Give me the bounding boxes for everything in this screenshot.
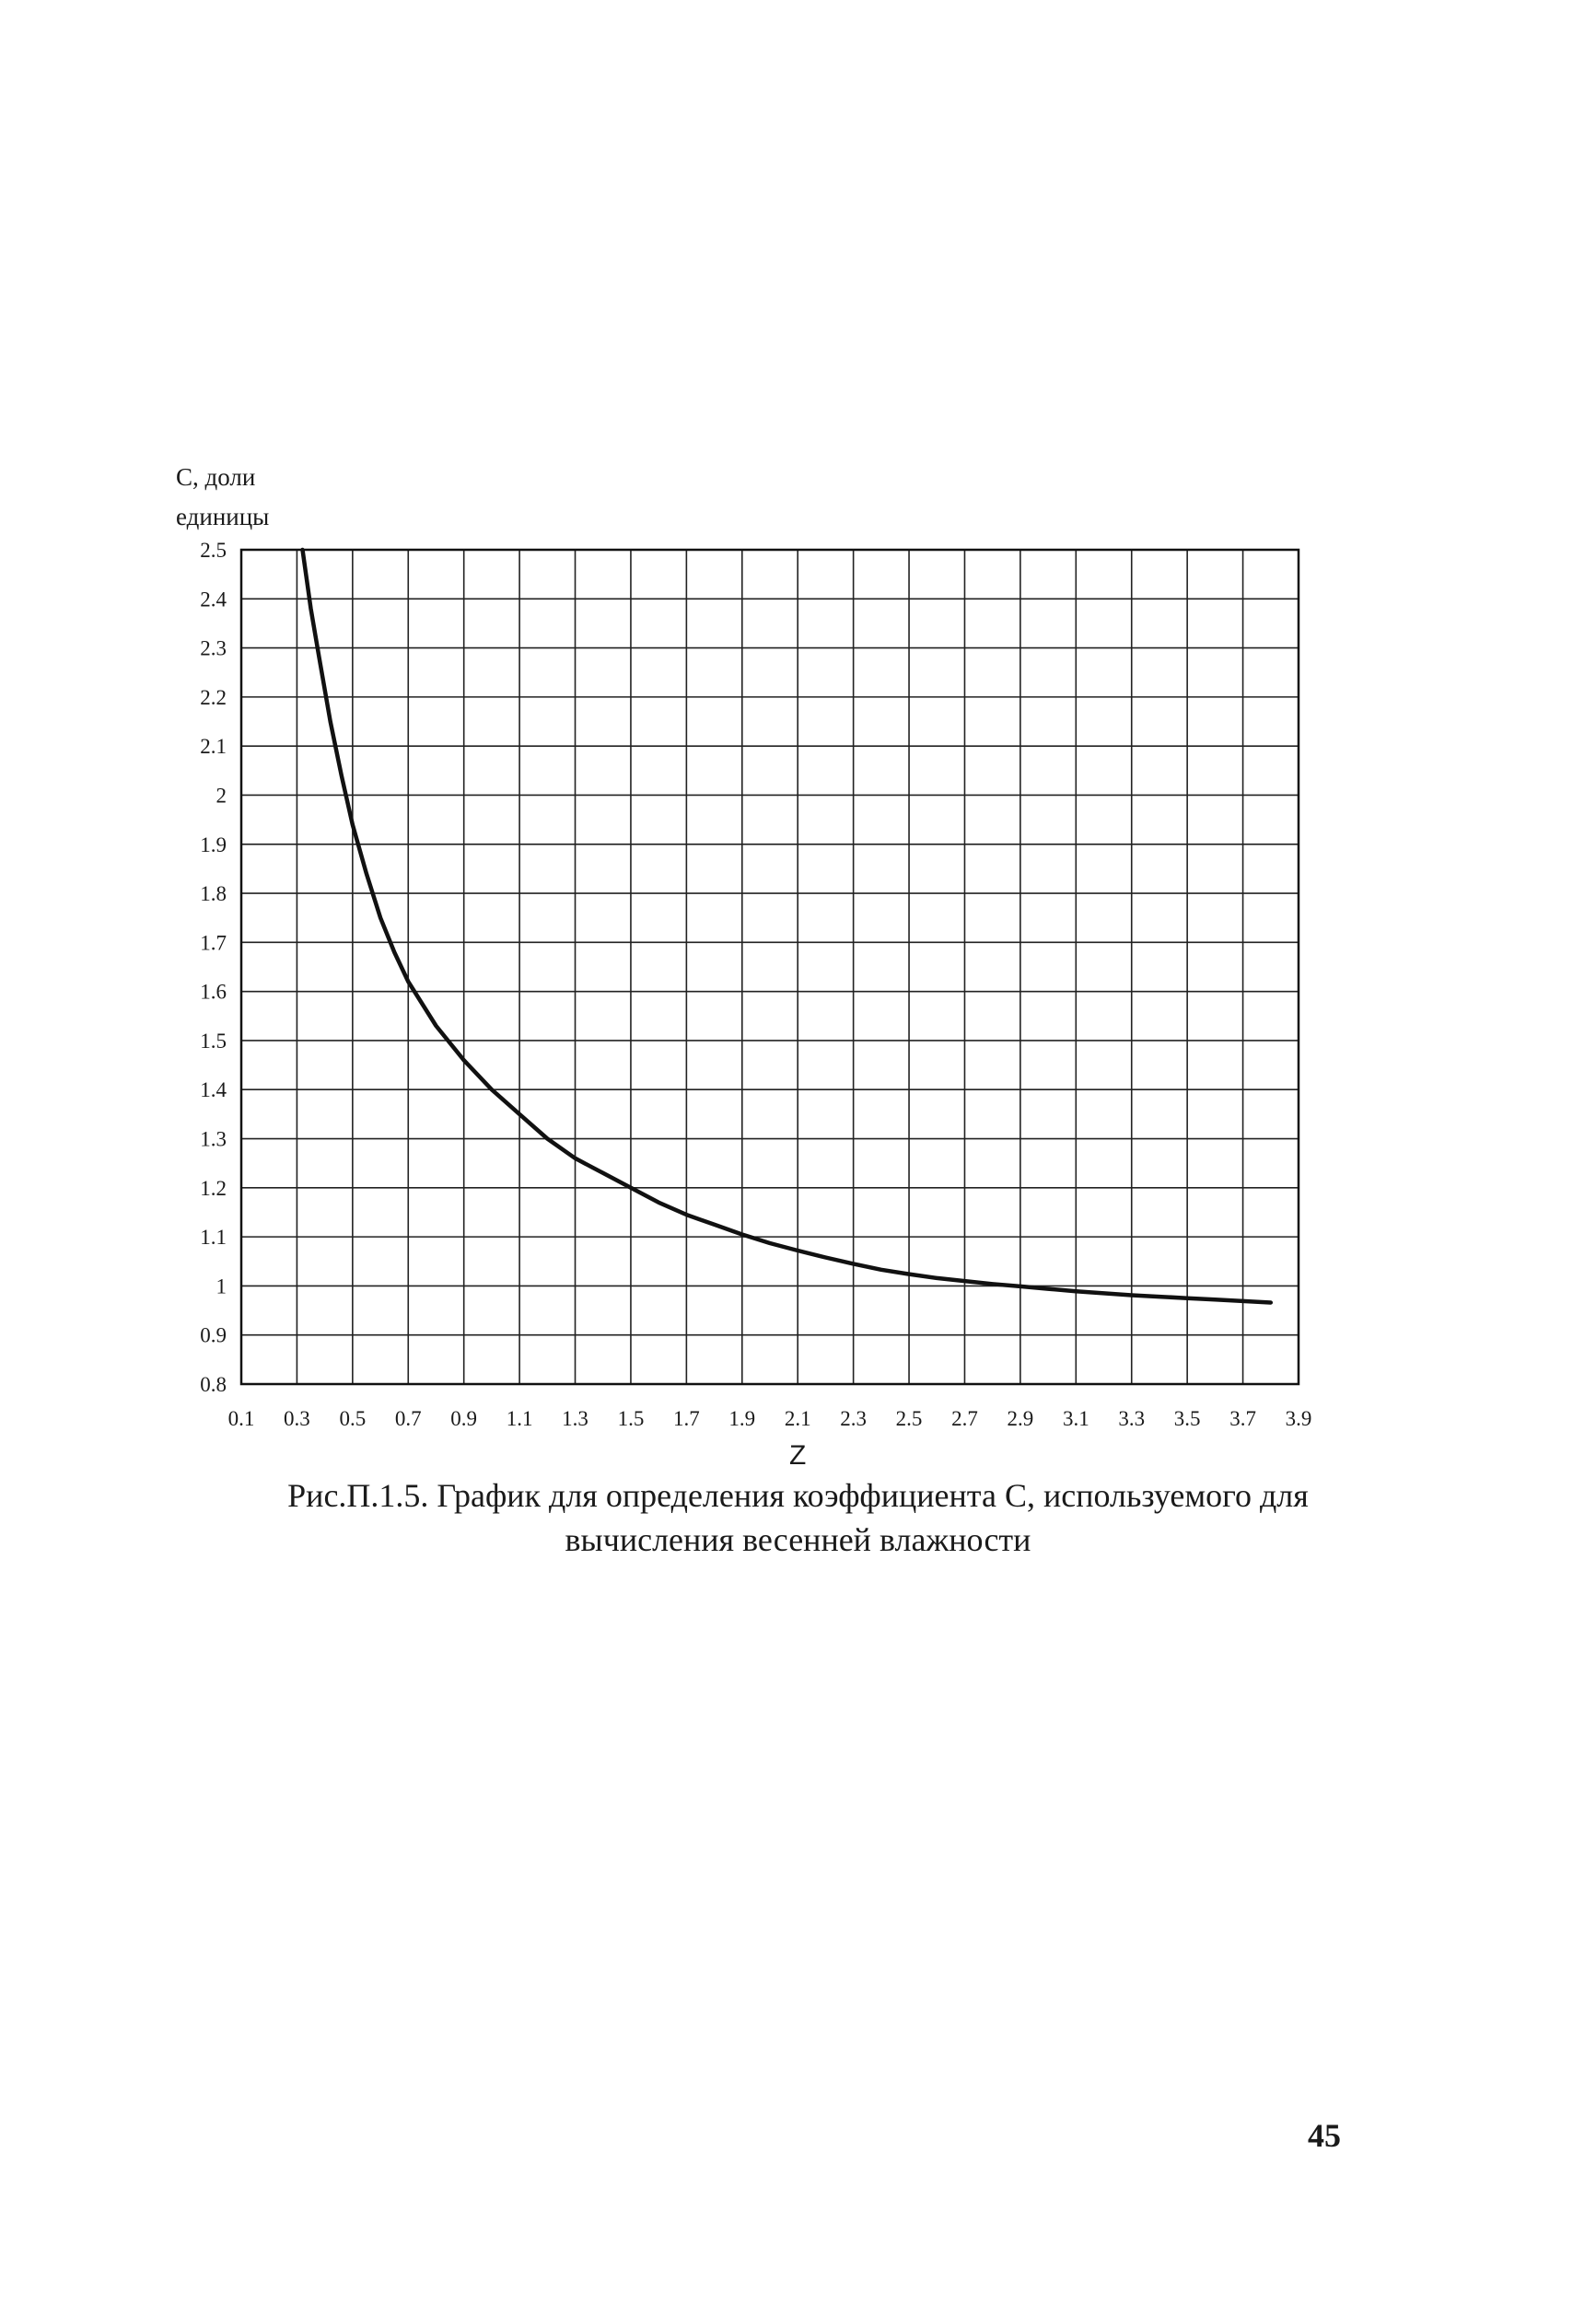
page-number: 45 [1308,2117,1341,2154]
y-tick-label: 2.1 [200,735,227,758]
y-tick-label: 1.3 [200,1128,227,1151]
y-tick-label: 1.6 [200,981,227,1004]
x-tick-label: 2.9 [1008,1407,1034,1430]
x-tick-label: 3.5 [1174,1407,1201,1430]
y-tick-label: 2.2 [200,686,227,709]
y-tick-label: 2.3 [200,637,227,660]
x-tick-label: 3.3 [1118,1407,1145,1430]
caption-line-1: Рис.П.1.5. График для определения коэффи… [287,1477,1309,1514]
y-tick-label: 2.4 [200,588,227,611]
caption-line-2: вычисления весенней влажности [565,1521,1031,1558]
y-tick-label: 0.8 [200,1373,227,1396]
y-tick-label: 1.4 [200,1078,227,1101]
y-tick-label: 0.9 [200,1324,227,1347]
figure-caption: Рис.П.1.5. График для определения коэффи… [0,1473,1596,1562]
y-tick-label: 1.5 [200,1030,227,1053]
y-tick-label: 1.9 [200,833,227,856]
x-tick-label: 3.9 [1286,1407,1312,1430]
x-tick-labels: 0.1 0.3 0.5 0.7 0.9 1.1 1.3 1.5 1.7 1.9 2.1 2.3 2.5 2… [228,1407,1312,1430]
x-tick-label: 0.9 [450,1407,477,1430]
series-curve [300,547,1274,1305]
x-tick-label: 2.7 [951,1407,978,1430]
y-axis-label-line-2: единицы [176,503,270,530]
y-tick-label: 1.7 [200,931,227,954]
y-tick-label: 2 [216,784,227,807]
x-tick-label: 0.5 [339,1407,366,1430]
x-tick-label: 1.9 [728,1407,755,1430]
x-tick-label: 0.3 [284,1407,310,1430]
x-tick-label: 1.5 [618,1407,645,1430]
x-tick-label: 1.7 [673,1407,700,1430]
x-tick-label: 2.5 [896,1407,923,1430]
x-tick-label: 2.3 [840,1407,867,1430]
x-tick-label: 0.7 [395,1407,422,1430]
x-axis-label: Z [789,1440,806,1471]
y-axis-label-line-1: С, доли [176,463,256,491]
y-tick-label: 1.1 [200,1226,227,1249]
x-tick-label: 2.1 [785,1407,811,1430]
x-tick-label: 0.1 [228,1407,255,1430]
plot-frame [239,548,1300,1386]
y-tick-label: 1.8 [200,882,227,905]
y-tick-label: 1 [216,1274,227,1298]
x-tick-label: 1.3 [562,1407,588,1430]
y-tick-label: 2.5 [200,539,227,562]
y-tick-labels: 0.8 0.9 1 1.1 1.2 1.3 1.4 1.5 1.6 1.7 1.8 1.9 2 2.1 2.… [200,539,227,1396]
y-tick-label: 1.2 [200,1177,227,1200]
curve-layer [300,547,1274,1305]
x-tick-label: 3.1 [1063,1407,1089,1430]
x-tick-label: 1.1 [507,1407,533,1430]
x-tick-label: 3.7 [1229,1407,1256,1430]
